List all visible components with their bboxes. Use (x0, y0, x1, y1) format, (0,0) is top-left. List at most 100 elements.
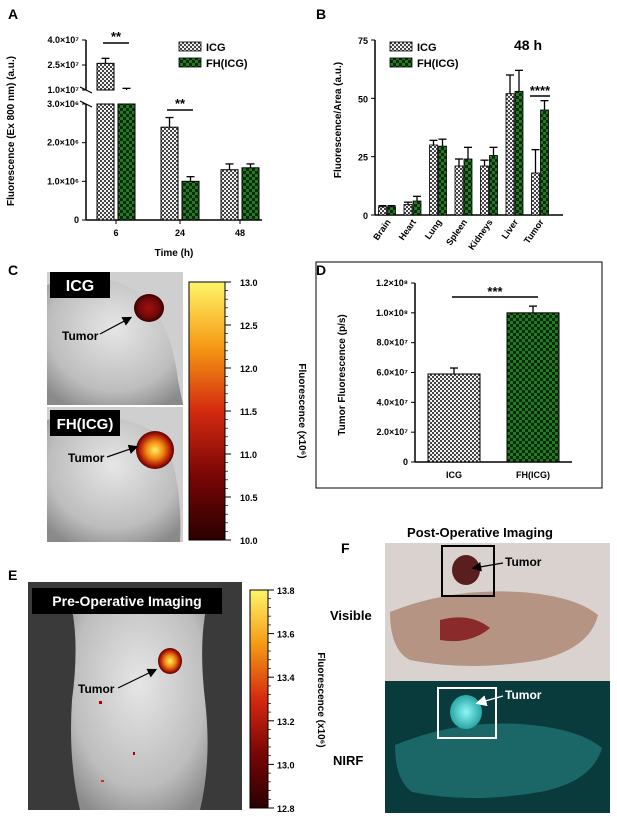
d-ytick-label: 8.0×10⁷ (377, 338, 409, 348)
e-speckle (101, 780, 104, 782)
b-y-axis-label: Fluorescence/Area (a.u.) (333, 62, 344, 178)
b-ytick-label: 75 (358, 36, 368, 46)
c-label-box-icg (50, 272, 110, 298)
b-bar-FH(ICG)-Liver (514, 90, 524, 216)
panel-letter-a: A (8, 6, 19, 22)
f-nirf-mouse (395, 723, 602, 798)
f-nirf-label: NIRF (333, 753, 363, 768)
e-cbar-ticks-label: 13.8 (277, 586, 295, 596)
e-mouse (70, 600, 208, 810)
e-tumor-label: Tumor (78, 682, 115, 696)
a-ytick-label: 1.0×10⁶ (47, 176, 79, 186)
d-bar-ICG (427, 373, 481, 463)
d-xtick-label: ICG (446, 470, 462, 480)
b-bar-ICG-Heart (403, 204, 413, 216)
panel-f: Post-Operative Imaging Tumor Visible Tum… (330, 525, 610, 813)
c-tumor-label-fh: Tumor (68, 451, 105, 465)
b-legend-icg-swatch (389, 41, 413, 52)
chart-d: Tumor Fluorescence (p/s) 0 2.0×10⁷ 4.0×10⁷… (315, 261, 603, 489)
b-xtick-label: Heart (397, 217, 418, 242)
panel-c: ICG FH(ICG) Tumor Tumor 13.0 12.5 12.0 11.5… (47, 272, 307, 546)
d-ytick-label: 6.0×10⁷ (377, 368, 409, 378)
f-nirf-tumor-box (437, 687, 497, 739)
panel-letter-f: F (341, 540, 350, 556)
b-bar-FH(ICG)-Brain (387, 206, 396, 216)
panel-letter-c: C (8, 262, 19, 278)
c-colorbar (188, 281, 226, 541)
a-y-axis-label: Fluorescence (Ex 800 nm) (a.u.) (6, 56, 17, 206)
a-bar-ICG-6 (96, 62, 115, 91)
e-colorbar (249, 589, 269, 809)
d-y-axis-label: Tumor Fluorescence (p/s) (337, 314, 348, 436)
a-bar-ICG-48 (220, 169, 239, 221)
b-bar-FH(ICG)-Spleen (463, 158, 473, 216)
b-ytick-label: 0 (363, 211, 368, 221)
panel-letter-b: B (316, 6, 327, 22)
f-visible-tumor (452, 555, 480, 585)
e-cbar-ticks-label: 13.2 (277, 717, 295, 727)
c-cbar-ticks-label: 13.0 (240, 278, 258, 288)
b-bar-FH(ICG)-Kidneys (489, 155, 498, 216)
d-ytick-label: 4.0×10⁷ (377, 397, 409, 407)
a-bar-ICG-6-lower (96, 103, 115, 221)
f-visible-tumor-label: Tumor (505, 555, 542, 569)
e-speckle (99, 701, 102, 704)
b-xtick-label: Lung (423, 217, 444, 241)
d-xtick-label: FH(ICG) (516, 470, 550, 480)
panel-e: Pre-Operative Imaging Tumor 13.8 13.6 13.4… (28, 582, 326, 814)
chart-a: Fluorescence (Ex 800 nm) (a.u.) 0 1.0×10⁶… (6, 29, 262, 259)
e-cbar-ticks-label: 12.8 (277, 804, 295, 814)
a-bar-FH(ICG)-24 (181, 180, 200, 221)
a-xtick-label: 48 (235, 228, 245, 238)
a-xtick-label: 6 (113, 228, 118, 238)
f-visible-incision (440, 617, 490, 642)
e-speckle (133, 752, 135, 755)
d-ytick-label: 1.2×10⁸ (376, 278, 408, 288)
c-cbar-ticks-label: 12.0 (240, 364, 258, 374)
b-legend-fh-label: FH(ICG) (417, 58, 459, 70)
panel-letter-d: D (316, 262, 327, 278)
a-bar-ICG-24 (160, 126, 179, 221)
a-ytick-label: 3.0×10⁶ (47, 99, 79, 109)
c-tumor-signal-fh (136, 431, 174, 469)
e-cbar-ticks-label: 13.0 (277, 760, 295, 770)
d-ytick-label: 2.0×10⁷ (377, 427, 409, 437)
b-bar-FH(ICG)-Heart (412, 200, 422, 216)
b-ytick-label: 25 (358, 153, 368, 163)
panel-letter-e: E (8, 567, 18, 583)
c-tumor-label-icg: Tumor (62, 329, 99, 343)
c-label-box-fh (50, 410, 120, 436)
c-colorbar-label: Fluorescence (x10⁶) (296, 363, 307, 458)
a-legend-icg-label: ICG (206, 42, 226, 54)
c-label-icg: ICG (66, 278, 94, 295)
d-ytick-label: 0 (403, 457, 408, 467)
b-xtick-label: Spleen (444, 217, 469, 247)
f-nirf-tumor-signal (450, 695, 482, 729)
a-x-axis-label: Time (h) (155, 248, 194, 259)
d-bar-FH(ICG) (506, 312, 560, 463)
c-label-fh: FH(ICG) (57, 416, 114, 433)
b-xtick-label: Brain (371, 217, 392, 242)
a-legend-fh-label: FH(ICG) (206, 58, 248, 70)
b-bar-ICG-Brain (378, 206, 387, 216)
c-tumor-signal-icg (134, 294, 164, 322)
b-xtick-label: Liver (500, 217, 521, 241)
a-xtick-label: 24 (175, 228, 185, 238)
b-ytick-label: 50 (358, 94, 368, 104)
a-ytick-label: 2.0×10⁶ (47, 138, 79, 148)
e-cbar-ticks-label: 13.4 (277, 673, 295, 683)
e-title-box (32, 588, 222, 614)
b-bar-ICG-Lung (429, 144, 438, 216)
f-nirf-tumor-label: Tumor (505, 688, 542, 702)
e-title: Pre-Operative Imaging (52, 593, 201, 609)
b-title: 48 h (514, 37, 542, 53)
b-legend-icg-label: ICG (417, 42, 437, 54)
d-frame (315, 261, 603, 489)
a-bar-FH(ICG)-48 (241, 167, 260, 221)
a-legend-fh-swatch (178, 57, 202, 68)
f-visible-mouse (390, 591, 598, 666)
a-ytick-label: 1.0×10⁷ (48, 85, 80, 95)
a-significance-label: ** (175, 96, 186, 111)
f-visible-label: Visible (330, 608, 372, 623)
